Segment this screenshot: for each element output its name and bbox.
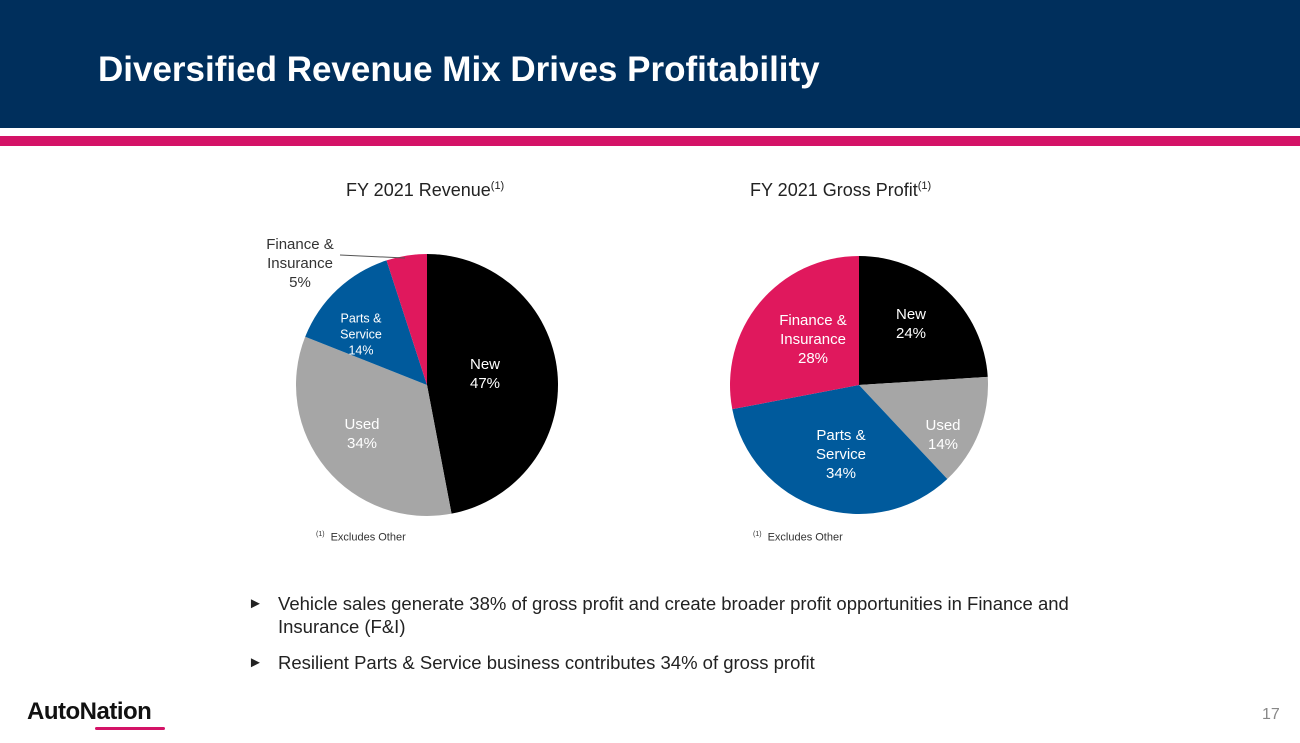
- revenue-chart-title: FY 2021 Revenue(1): [346, 180, 504, 201]
- gross-profit-slice-new: [859, 256, 988, 385]
- gross-profit-label-new: New 24%: [896, 306, 926, 342]
- page-number: 17: [1262, 706, 1280, 723]
- gross-profit-chart-title-superscript: (1): [917, 180, 932, 192]
- revenue-footnote: (1) Excludes Other: [316, 531, 406, 544]
- gross-profit-slice-finance-insurance: [730, 256, 859, 410]
- revenue-slice-finance-insurance: [386, 254, 427, 385]
- revenue-label-parts-service: Parts & Service 14%: [340, 312, 382, 358]
- revenue-slice-new: [427, 254, 559, 514]
- gross-profit-slice-used: [859, 376, 988, 480]
- revenue-slice-parts-service: [305, 260, 427, 385]
- slide-title: Diversified Revenue Mix Drives Profitabi…: [98, 50, 820, 89]
- revenue-leader-line-finance-insurance: [339, 254, 406, 259]
- gross-profit-label-used: Used 14%: [925, 417, 960, 453]
- header-bar: Diversified Revenue Mix Drives Profitabi…: [0, 0, 1300, 128]
- bullet-item: ► Vehicle sales generate 38% of gross pro…: [248, 592, 1108, 638]
- gross-profit-footnote-marker: (1): [753, 531, 762, 538]
- gross-profit-label-finance-insurance: Finance & Insurance 28%: [779, 312, 847, 367]
- bullet-text: Resilient Parts & Service business contr…: [278, 652, 815, 673]
- bullet-list: ► Vehicle sales generate 38% of gross pro…: [248, 592, 1108, 687]
- gross-profit-footnote: (1) Excludes Other: [753, 531, 843, 544]
- revenue-footnote-text: Excludes Other: [330, 531, 406, 544]
- revenue-chart-title-superscript: (1): [490, 180, 505, 192]
- revenue-chart-title-text: FY 2021 Revenue: [346, 180, 491, 200]
- logo-swoosh-icon: [95, 727, 165, 730]
- gross-profit-label-parts-service: Parts & Service 34%: [816, 427, 866, 482]
- bullet-text: Vehicle sales generate 38% of gross prof…: [278, 593, 1069, 637]
- accent-divider: [0, 136, 1300, 146]
- gross-profit-chart-title-text: FY 2021 Gross Profit: [750, 180, 918, 200]
- gross-profit-slice-parts-service: [732, 385, 948, 514]
- autonation-logo: AutoNation: [27, 698, 152, 725]
- bullet-item: ► Resilient Parts & Service business cont…: [248, 651, 1108, 674]
- revenue-label-used: Used 34%: [344, 416, 379, 452]
- revenue-slice-used: [295, 336, 452, 516]
- revenue-footnote-marker: (1): [316, 531, 325, 538]
- bullet-arrow-icon: ►: [248, 595, 263, 612]
- gross-profit-footnote-text: Excludes Other: [767, 531, 843, 544]
- bullet-arrow-icon: ►: [248, 654, 263, 671]
- revenue-label-finance-insurance: Finance & Insurance 5%: [266, 236, 334, 291]
- revenue-label-new: New 47%: [470, 356, 500, 392]
- gross-profit-chart-title: FY 2021 Gross Profit(1): [750, 180, 931, 201]
